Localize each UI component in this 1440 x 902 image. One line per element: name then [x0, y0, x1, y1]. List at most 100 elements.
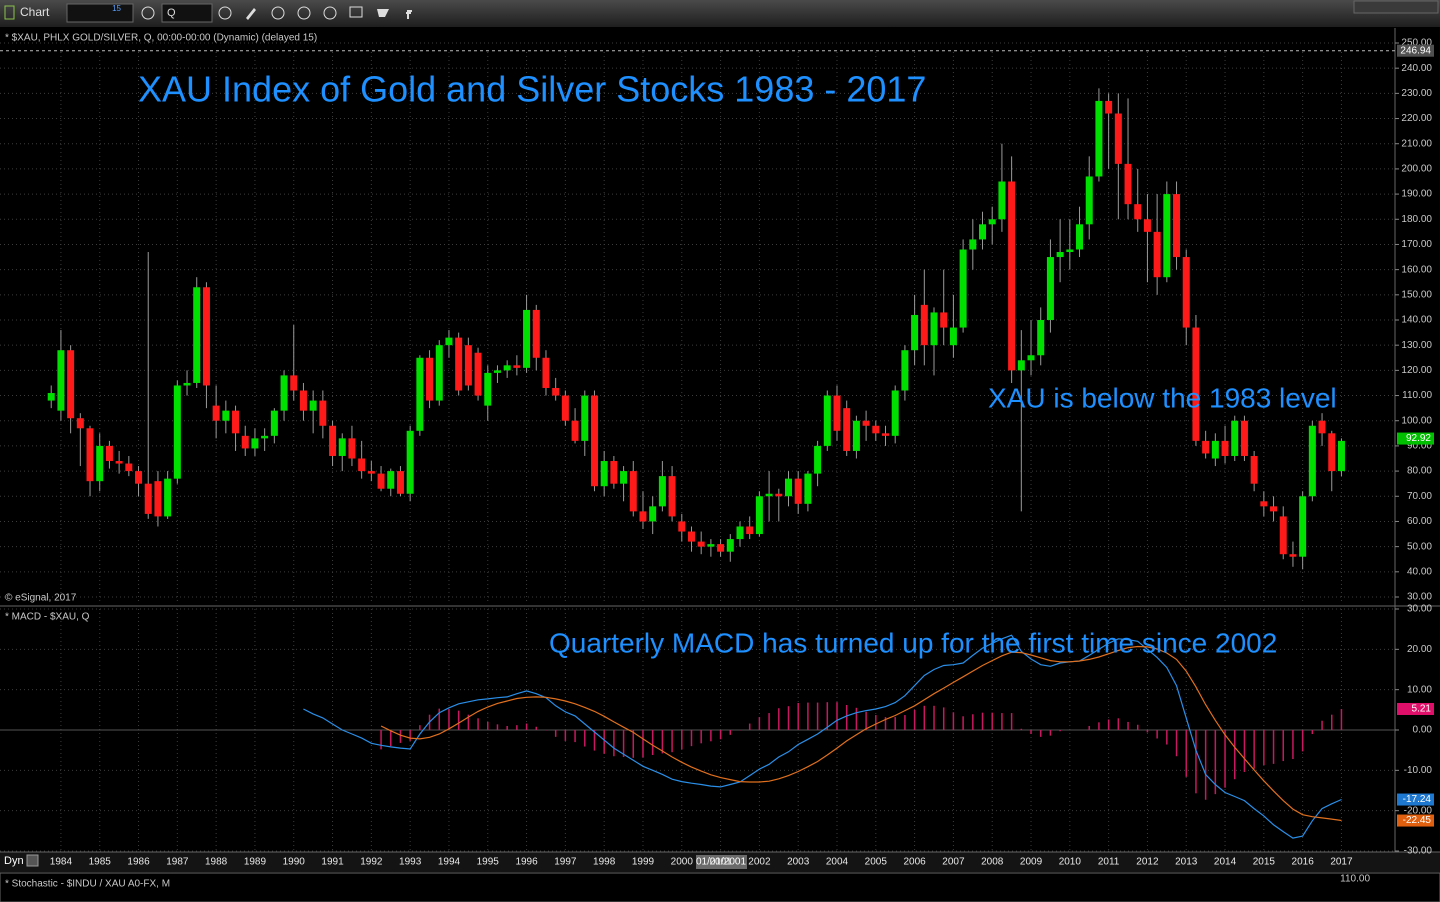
x-tick-label: 1999: [632, 857, 655, 868]
candle-body: [183, 382, 191, 386]
candle-body: [309, 400, 317, 411]
symbol-input[interactable]: [161, 3, 213, 23]
macd-line: [303, 634, 1342, 839]
x-tick-label: 1988: [205, 857, 228, 868]
candle-body: [396, 471, 404, 494]
interval-input[interactable]: [66, 3, 134, 23]
y-tick-label: 240.00: [1401, 63, 1432, 74]
facebook-icon[interactable]: [406, 10, 412, 19]
candle-body: [387, 471, 395, 489]
candle-body: [57, 350, 65, 411]
x-tick-label: 2015: [1253, 857, 1276, 868]
candle-body: [629, 471, 637, 512]
x-tick-label: 2002: [748, 857, 771, 868]
y-tick-label: 10.00: [1407, 684, 1432, 695]
stochastic-tick-label: 110.00: [1340, 874, 1370, 885]
candle-body: [338, 438, 346, 456]
y-tick-label: 200.00: [1401, 164, 1432, 175]
candle-body: [571, 420, 579, 441]
x-tick-label: 2005: [865, 857, 888, 868]
x-tick-label: 2012: [1136, 857, 1159, 868]
chat-icon[interactable]: [349, 6, 363, 18]
candle-body: [891, 390, 899, 436]
y-tick-label: 20.00: [1407, 644, 1432, 655]
y-tick-label: 220.00: [1401, 113, 1432, 124]
candle-body: [435, 345, 443, 401]
play-icon[interactable]: [297, 6, 311, 20]
candle-body: [1124, 163, 1132, 205]
candle-body: [1085, 176, 1093, 225]
candle-body: [1260, 501, 1268, 507]
candle-body: [173, 385, 181, 479]
candle-body: [843, 408, 851, 451]
candle-body: [212, 405, 220, 421]
dyn-button[interactable]: [26, 854, 39, 867]
x-tick-label: 2001: [709, 857, 732, 868]
candle-body: [232, 410, 240, 434]
y-tick-label: 70.00: [1407, 491, 1432, 502]
value-marker-label: 246.94: [1400, 45, 1431, 56]
candle-body: [658, 476, 666, 507]
toolbar: [0, 0, 1440, 27]
candle-body: [1337, 440, 1345, 472]
candle-body: [1182, 257, 1190, 328]
candle-body: [784, 478, 792, 497]
candle-body: [794, 478, 802, 504]
candle-body: [697, 541, 705, 547]
candle-body: [86, 428, 94, 482]
candle-body: [959, 249, 967, 328]
macd-header: * MACD - $XAU, Q: [5, 612, 90, 623]
candle-body: [678, 521, 686, 532]
interval-value: 15: [112, 4, 121, 13]
candle-body: [746, 526, 754, 535]
candle-body: [833, 395, 841, 431]
settings-icon[interactable]: [141, 6, 155, 20]
candle-body: [590, 395, 598, 487]
y-tick-label: 130.00: [1401, 340, 1432, 351]
candle-body: [1173, 194, 1181, 258]
candle-body: [600, 461, 608, 487]
draw-icon[interactable]: [246, 8, 256, 20]
candle-body: [1279, 516, 1287, 555]
refresh-icon[interactable]: [271, 6, 285, 20]
candle-body: [193, 287, 201, 383]
candle-body: [940, 312, 948, 328]
candle-body: [1231, 420, 1239, 456]
candle-body: [804, 473, 812, 504]
candle-body: [736, 526, 744, 540]
cursor-label-box: [696, 855, 747, 869]
candle-body: [1202, 440, 1210, 454]
x-tick-label: 1985: [89, 857, 112, 868]
x-tick-label: 2007: [942, 857, 965, 868]
stochastic-header: * Stochastic - $INDU / XAU A0-FX, M: [5, 879, 170, 890]
candle-body: [464, 345, 472, 386]
candle-body: [581, 395, 589, 441]
candle-body: [901, 350, 909, 391]
y-tick-label: 100.00: [1401, 415, 1432, 426]
candle-body: [329, 425, 337, 456]
candle-body: [620, 471, 628, 484]
y-tick-label: 150.00: [1401, 289, 1432, 300]
chart-title: XAU Index of Gold and Silver Stocks 1983…: [138, 69, 926, 110]
candle-body: [241, 435, 249, 449]
candle-body: [1270, 506, 1278, 512]
copyright: © eSignal, 2017: [5, 593, 77, 604]
candle-body: [852, 420, 860, 451]
candle-body: [1008, 181, 1016, 371]
x-tick-label: 2009: [1020, 857, 1043, 868]
mark-icon[interactable]: [323, 6, 337, 20]
x-tick-label: 1994: [438, 857, 461, 868]
candle-body: [348, 438, 356, 459]
macd-annotation: Quarterly MACD has turned up for the fir…: [549, 627, 1277, 658]
x-tick-label: 1991: [321, 857, 344, 868]
x-tick-label: 1986: [127, 857, 150, 868]
candle-body: [513, 365, 521, 368]
candle-body: [930, 312, 938, 346]
candle-body: [261, 435, 269, 439]
x-tick-label: 2011: [1098, 857, 1120, 868]
window-controls[interactable]: [1353, 0, 1439, 14]
clock-icon[interactable]: [218, 6, 232, 20]
twitter-icon[interactable]: [377, 9, 389, 17]
candle-body: [144, 483, 152, 514]
